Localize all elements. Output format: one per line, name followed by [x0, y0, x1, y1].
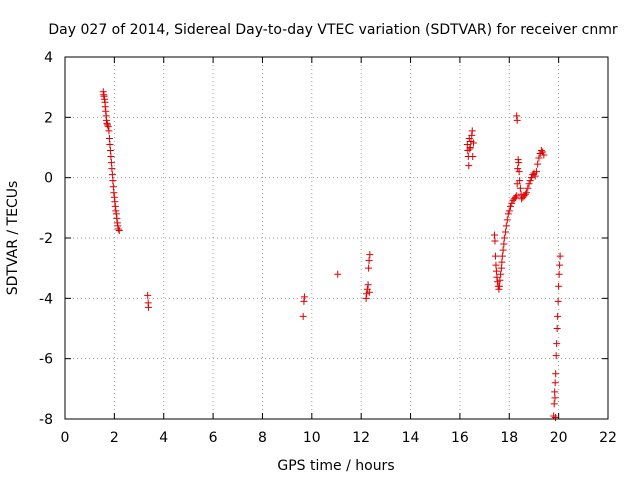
chart-title: Day 027 of 2014, Sidereal Day-to-day VTE…	[48, 22, 617, 38]
data-point	[507, 203, 514, 210]
data-point	[500, 247, 507, 254]
data-point	[517, 185, 524, 192]
data-point	[551, 388, 558, 395]
data-point	[144, 292, 151, 299]
data-point	[556, 262, 563, 269]
grid-lines	[65, 57, 608, 419]
y-tick-label: -6	[39, 352, 53, 368]
data-point	[300, 313, 307, 320]
data-point	[505, 210, 512, 217]
y-tick-label: -8	[39, 412, 53, 428]
data-point	[115, 225, 122, 232]
data-point	[105, 127, 112, 134]
data-point	[497, 271, 504, 278]
x-tick-label: 2	[110, 430, 119, 446]
data-point	[515, 159, 522, 166]
data-point	[493, 268, 500, 275]
data-point	[555, 298, 562, 305]
data-point	[366, 251, 373, 258]
data-point	[492, 253, 499, 260]
data-point	[554, 313, 561, 320]
x-tick-label: 20	[550, 430, 568, 446]
x-tick-label: 16	[451, 430, 469, 446]
sdtvar-scatter-chart: Day 027 of 2014, Sidereal Day-to-day VTE…	[0, 0, 640, 480]
x-tick-label: 10	[303, 430, 321, 446]
data-point	[552, 414, 559, 421]
data-point	[465, 162, 472, 169]
data-point	[106, 141, 113, 148]
data-point	[498, 265, 505, 272]
data-point	[145, 304, 152, 311]
y-tick-label: 4	[44, 50, 53, 66]
data-point	[503, 222, 510, 229]
y-tick-label: -2	[39, 231, 53, 247]
data-point	[116, 227, 123, 234]
plot-frame	[65, 57, 608, 419]
x-tick-label: 4	[159, 430, 168, 446]
data-point	[552, 379, 559, 386]
data-point	[514, 165, 521, 172]
y-tick-label: 0	[44, 171, 53, 187]
data-point	[555, 283, 562, 290]
data-point	[491, 231, 498, 238]
x-tick-label: 14	[402, 430, 420, 446]
y-axis-label: SDTVAR / TECUs	[5, 181, 21, 296]
data-point	[469, 153, 476, 160]
data-point	[110, 183, 117, 190]
x-tick-label: 6	[209, 430, 218, 446]
data-point	[556, 271, 563, 278]
y-tick-label: -4	[39, 291, 53, 307]
data-point	[108, 165, 115, 172]
data-point	[557, 253, 564, 260]
data-point	[469, 127, 476, 134]
data-point	[107, 153, 114, 160]
data-point	[106, 135, 113, 142]
data-point	[501, 235, 508, 242]
x-axis-label: GPS time / hours	[277, 458, 394, 474]
data-point	[550, 412, 557, 419]
y-axis-ticks: -8 -6 -4 -2 0 2 4	[39, 50, 608, 428]
data-point	[552, 370, 559, 377]
data-point	[365, 281, 372, 288]
data-points	[100, 88, 564, 421]
data-point	[526, 180, 533, 187]
data-point	[334, 271, 341, 278]
x-tick-label: 18	[500, 430, 518, 446]
data-point	[492, 262, 499, 269]
data-point	[551, 400, 558, 407]
y-tick-label: 2	[44, 110, 53, 126]
x-axis-ticks: 0 2 4 6 8 10 12 14 16 18 20 22	[61, 57, 617, 446]
data-point	[108, 159, 115, 166]
data-point	[366, 257, 373, 264]
data-point	[524, 185, 531, 192]
data-point	[527, 177, 534, 184]
data-point	[499, 253, 506, 260]
data-point	[500, 241, 507, 248]
data-point	[554, 325, 561, 332]
x-tick-label: 8	[258, 430, 267, 446]
data-point	[491, 238, 498, 245]
data-point	[534, 161, 541, 168]
data-point	[502, 228, 509, 235]
data-point	[551, 394, 558, 401]
data-point	[535, 155, 542, 162]
data-point	[105, 123, 112, 130]
data-point	[107, 147, 114, 154]
data-point	[109, 177, 116, 184]
x-tick-label: 12	[352, 430, 370, 446]
data-point	[301, 293, 308, 300]
x-tick-label: 0	[61, 430, 70, 446]
data-point	[498, 259, 505, 266]
x-tick-label: 22	[599, 430, 617, 446]
data-point	[365, 265, 372, 272]
data-point	[506, 207, 513, 214]
data-point	[104, 121, 111, 128]
data-point	[514, 117, 521, 124]
data-point	[516, 168, 523, 175]
